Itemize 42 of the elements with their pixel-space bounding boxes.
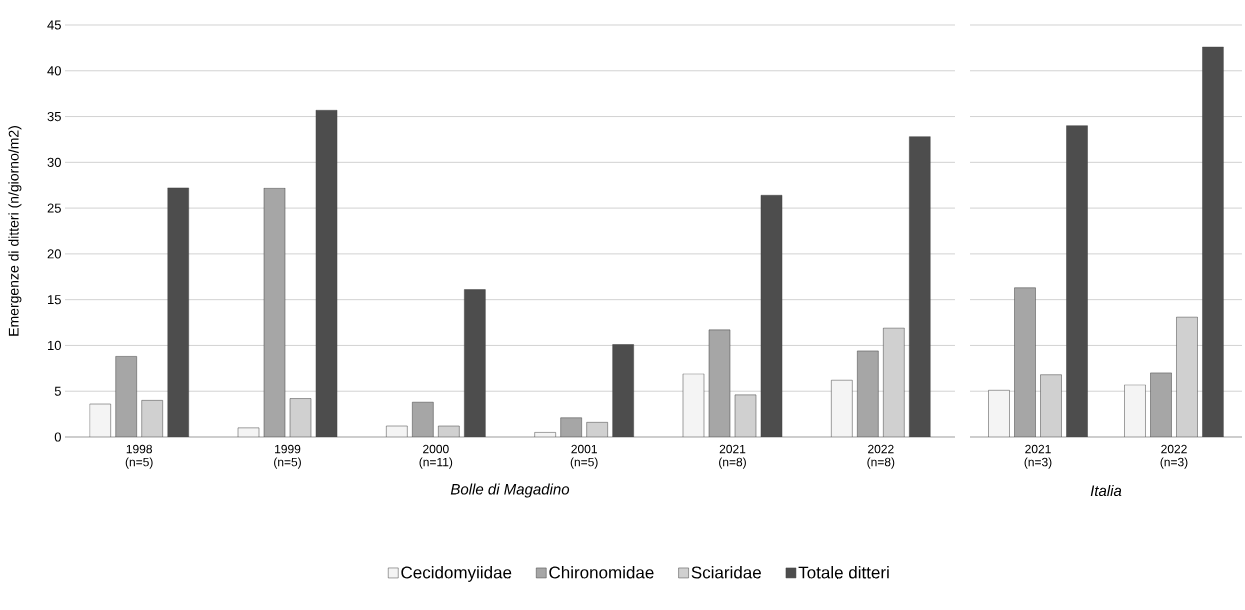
bar bbox=[89, 403, 111, 437]
y-tick-label: 15 bbox=[48, 295, 61, 305]
x-tick-label: 1999 (n=5) bbox=[274, 444, 301, 469]
y-tick-label: 10 bbox=[48, 340, 61, 351]
bar bbox=[682, 373, 705, 437]
x-tick-label: 2000 (n=11) bbox=[419, 444, 453, 469]
bar bbox=[1202, 46, 1224, 437]
y-tick-label: 45 bbox=[47, 20, 61, 30]
y-tick-label: 0 bbox=[54, 432, 61, 442]
y-tick-label: 30 bbox=[47, 157, 61, 167]
bar bbox=[237, 427, 260, 437]
x-tick-label: 2001 (n=5) bbox=[570, 444, 598, 469]
bar bbox=[315, 109, 338, 437]
bar bbox=[534, 432, 556, 437]
bar bbox=[167, 187, 189, 437]
x-axis-title: Bolle di Magadino bbox=[450, 483, 570, 498]
legend-label: Chironomidae bbox=[549, 566, 654, 579]
y-tick-label: 40 bbox=[47, 66, 61, 76]
bar bbox=[909, 136, 931, 437]
legend-label: Sciaridae bbox=[691, 566, 761, 579]
bar bbox=[386, 425, 408, 437]
y-tick-label: 5 bbox=[54, 386, 61, 396]
bar bbox=[464, 289, 486, 437]
bar bbox=[1066, 125, 1088, 437]
x-axis-title: Italia bbox=[1090, 485, 1122, 497]
x-tick-label: 1998 (n=5) bbox=[125, 444, 153, 469]
bar bbox=[1124, 384, 1146, 437]
bar bbox=[760, 195, 783, 437]
x-tick-label: 2021 (n=8) bbox=[719, 444, 746, 469]
y-tick-label: 20 bbox=[47, 249, 61, 259]
legend-label: Totale ditteri bbox=[798, 566, 889, 579]
x-tick-label: 2021 (n=3) bbox=[1024, 444, 1052, 469]
bar bbox=[612, 344, 634, 437]
y-axis-title: Emergenze di ditteri (n/giorno/m2) bbox=[8, 126, 22, 336]
bar bbox=[831, 379, 853, 437]
x-tick-label: 2022 (n=8) bbox=[867, 444, 895, 469]
bar bbox=[141, 400, 163, 437]
bar bbox=[988, 390, 1010, 437]
x-tick-label: 2022 (n=3) bbox=[1160, 444, 1188, 469]
legend-label: Cecidomyiidae bbox=[401, 566, 512, 582]
y-tick-label: 25 bbox=[47, 203, 61, 213]
y-tick-label: 35 bbox=[47, 111, 61, 122]
